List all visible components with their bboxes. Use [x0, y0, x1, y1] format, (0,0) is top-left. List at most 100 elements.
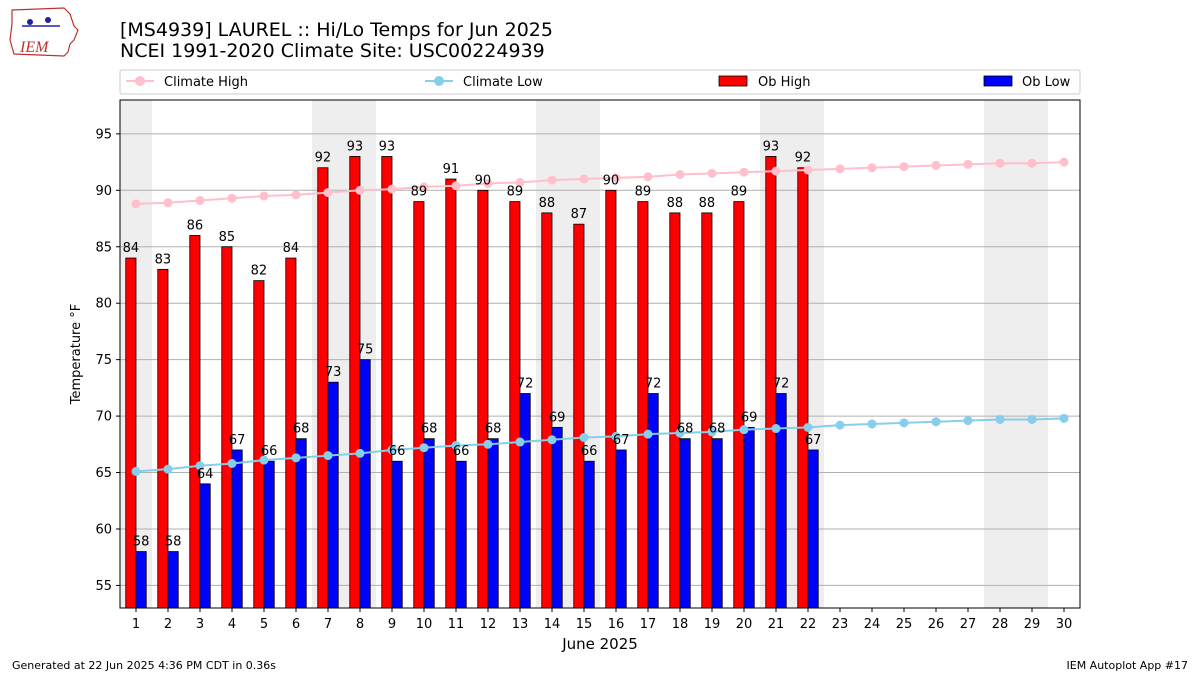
ob-high-label: 91 — [443, 162, 460, 177]
climate-high-point — [195, 195, 205, 205]
ob-high-bar — [317, 167, 329, 609]
y-tick-label: 55 — [95, 579, 112, 594]
climate-high-point — [707, 168, 717, 178]
plot-frame — [119, 99, 1081, 609]
climate-high-point — [547, 175, 557, 185]
ob-low-label: 72 — [517, 377, 534, 392]
ob-high-label: 89 — [411, 185, 428, 200]
climate-high-point — [163, 198, 173, 208]
iem-logo: IEM — [9, 7, 79, 57]
climate-high-point — [323, 188, 333, 198]
ob-low-bar — [615, 449, 627, 609]
ob-low-label: 66 — [389, 444, 406, 459]
legend: Climate High Climate Low Ob High Ob Low — [119, 69, 1081, 95]
ob-high-bar — [157, 268, 169, 609]
climate-low-point — [163, 464, 173, 474]
ob-high-bar — [445, 178, 457, 609]
legend-label-ob-high: Ob High — [758, 75, 811, 90]
ob-high-label: 83 — [155, 252, 172, 267]
climate-low-point — [259, 455, 269, 465]
ob-high-bar — [125, 257, 137, 609]
x-tick-label: 28 — [992, 617, 1009, 632]
ob-high-label: 88 — [667, 196, 684, 211]
ob-low-bar — [391, 460, 403, 609]
climate-low-point — [323, 451, 333, 461]
ob-low-label: 67 — [805, 433, 822, 448]
ob-low-bar — [679, 438, 691, 609]
ob-low-label: 73 — [325, 365, 342, 380]
weekend-band — [1016, 100, 1048, 608]
ob-high-bar — [381, 156, 393, 609]
ob-low-label: 67 — [613, 433, 630, 448]
legend-label-climate-high: Climate High — [164, 75, 248, 90]
ob-high-bar — [637, 201, 649, 609]
climate-low-point — [451, 440, 461, 450]
ob-high-bar — [189, 235, 201, 609]
ob-high-label: 90 — [475, 173, 492, 188]
ob-high-bar — [797, 167, 809, 609]
climate-low-point — [547, 435, 557, 445]
ob-low-bar — [167, 551, 179, 609]
climate-low-point — [867, 419, 877, 429]
climate-high-point — [835, 164, 845, 174]
logo-text: IEM — [19, 39, 50, 56]
climate-high-point — [643, 172, 653, 182]
ob-low-label: 72 — [645, 377, 662, 392]
climate-high-point — [611, 173, 621, 183]
climate-high-point — [579, 174, 589, 184]
climate-high-point — [451, 181, 461, 191]
climate-high-point — [483, 179, 493, 189]
legend-label-ob-low: Ob Low — [1022, 75, 1071, 90]
climate-low-point — [675, 428, 685, 438]
y-tick-label: 65 — [95, 466, 112, 481]
ob-low-label: 69 — [741, 410, 758, 425]
ob-low-label: 68 — [421, 422, 438, 437]
bars — [125, 156, 819, 609]
x-tick-label: 8 — [356, 617, 364, 632]
ob-low-bar — [487, 438, 499, 609]
ob-high-bar — [477, 189, 489, 609]
ob-high-label: 93 — [379, 139, 396, 154]
climate-low-point — [515, 437, 525, 447]
y-tick-label: 85 — [95, 240, 112, 255]
climate-high-line — [135, 161, 1065, 205]
ob-low-bar — [583, 460, 595, 609]
ob-low-label: 66 — [581, 444, 598, 459]
y-tick-label: 95 — [95, 127, 112, 142]
x-tick-label: 24 — [864, 617, 881, 632]
climate-high-point — [1027, 158, 1037, 168]
climate-low-point — [611, 431, 621, 441]
climate-high-point — [1059, 157, 1069, 167]
ob-high-bar — [573, 223, 585, 609]
climate-low-point — [483, 439, 493, 449]
climate-low-point — [771, 424, 781, 434]
ob-high-bar — [349, 156, 361, 609]
ob-low-label: 66 — [453, 444, 470, 459]
ob-high-label: 92 — [795, 151, 812, 166]
ob-high-label: 89 — [731, 185, 748, 200]
ob-high-bar — [733, 201, 745, 609]
ob-low-bar — [423, 438, 435, 609]
climate-high-point — [771, 166, 781, 176]
ob-low-bar — [327, 381, 339, 609]
ob-low-bar — [231, 449, 243, 609]
climate-high-point — [963, 159, 973, 169]
x-tick-label: 20 — [736, 617, 753, 632]
climate-high-point — [803, 165, 813, 175]
ob-low-bar — [359, 359, 371, 609]
ob-low-bar — [807, 449, 819, 609]
x-tick-label: 3 — [196, 617, 204, 632]
climate-low-point — [131, 466, 141, 476]
climate-high-point — [675, 170, 685, 180]
climate-low-point — [835, 420, 845, 430]
ob-high-bar — [605, 189, 617, 609]
ob-low-bar — [711, 438, 723, 609]
ob-high-bar — [509, 201, 521, 609]
climate-low-point — [355, 448, 365, 458]
ob-low-bar — [199, 483, 211, 609]
climate-low-point — [643, 429, 653, 439]
climate-low-point — [579, 433, 589, 443]
climate-low-point — [227, 459, 237, 469]
x-axis-title: June 2025 — [561, 635, 638, 653]
